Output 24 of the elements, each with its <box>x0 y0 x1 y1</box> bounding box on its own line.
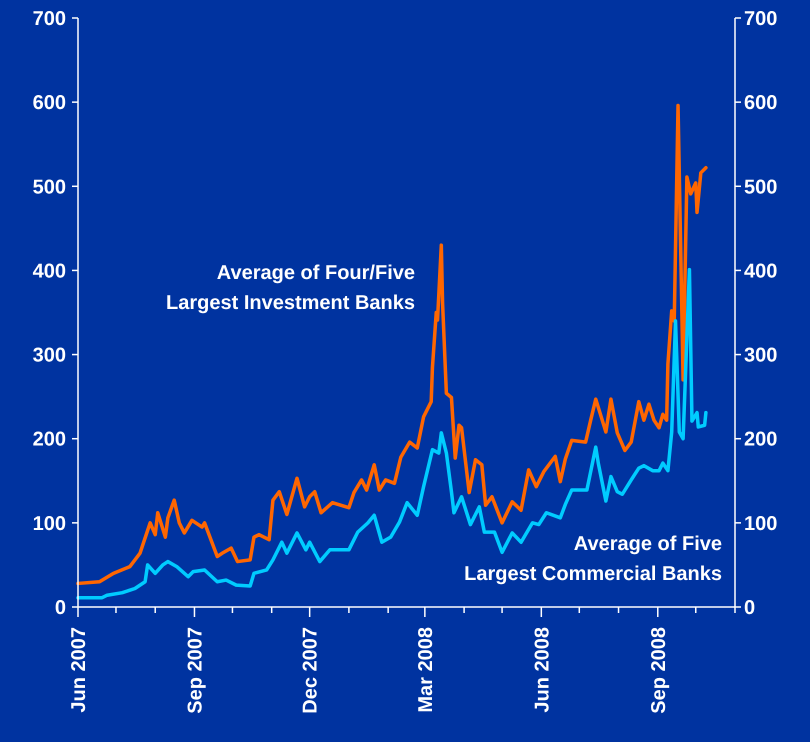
series-label: Average of Five Largest Commercial Banks <box>464 533 722 585</box>
y2-tick-label: 100 <box>744 512 778 535</box>
y2-tick-label: 700 <box>744 8 778 30</box>
y2-tick-label: 300 <box>744 344 778 367</box>
x-tick-label: Jun 2007 <box>68 627 90 713</box>
x-tick-label: Mar 2008 <box>414 627 437 713</box>
x-tick-label: Jun 2008 <box>531 627 554 713</box>
y2-tick-label: 400 <box>744 260 778 282</box>
y-tick-label: 200 <box>32 428 66 451</box>
y-tick-label: 500 <box>32 176 66 198</box>
y-tick-label: 0 <box>54 597 66 619</box>
y-tick-label: 400 <box>32 260 66 282</box>
x-tick-label: Sep 2008 <box>648 627 670 714</box>
series-label: Average of Four/Five Largest Investment Banks <box>166 262 415 314</box>
y2-tick-label: 600 <box>744 92 778 114</box>
y-tick-label: 700 <box>32 8 66 30</box>
x-tick-label: Dec 2007 <box>300 627 322 714</box>
y-tick-label: 600 <box>32 92 66 114</box>
y2-tick-label: 200 <box>744 428 778 451</box>
y-tick-label: 300 <box>32 344 66 367</box>
y2-tick-label: 0 <box>744 597 756 619</box>
x-tick-label: Sep 2007 <box>184 627 206 714</box>
y2-tick-label: 500 <box>744 176 778 198</box>
y-tick-label: 100 <box>32 512 66 535</box>
